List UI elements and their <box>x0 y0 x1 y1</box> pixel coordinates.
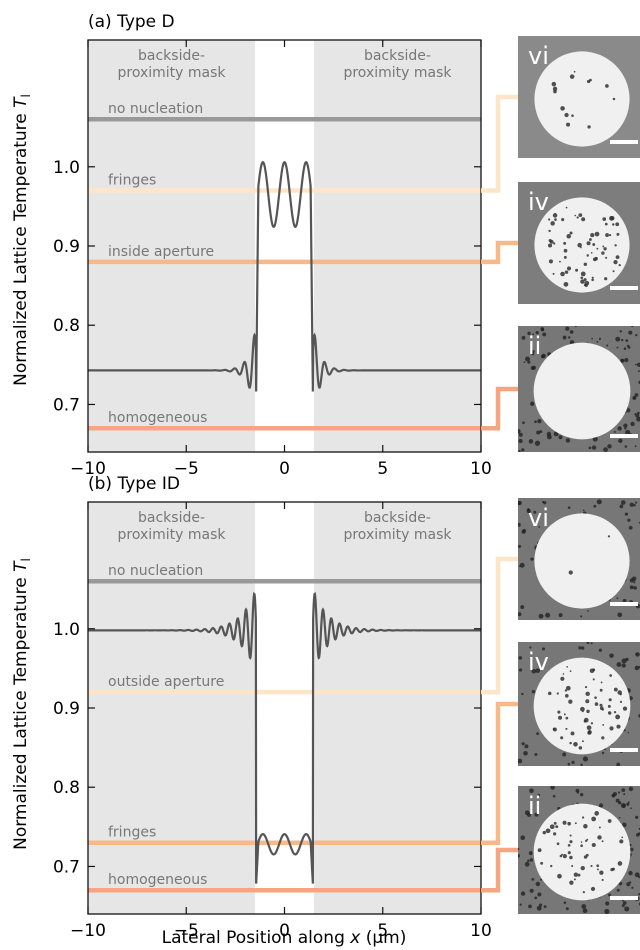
micrograph-label: iv <box>528 648 549 676</box>
mask-label: backside- <box>138 510 205 526</box>
micrograph <box>518 182 640 304</box>
y-tick-label: 0.8 <box>53 316 80 336</box>
connector-line <box>481 847 518 893</box>
mask-label: proximity mask <box>118 527 227 543</box>
micrograph <box>518 36 640 158</box>
micrograph <box>518 642 640 766</box>
x-tick-label: −5 <box>174 459 199 479</box>
x-tick-label: −5 <box>174 921 199 941</box>
mask-label: backside- <box>138 48 205 64</box>
panel-a: (a) Type D backside-proximity maskbacksi… <box>53 12 492 479</box>
x-axis-label: Lateral Position along x (µm) <box>162 928 407 948</box>
connector-line <box>481 386 518 431</box>
x-tick-label: 0 <box>279 459 290 479</box>
y-axis-label-subscript: l <box>19 94 33 97</box>
y-tick-label: 0.8 <box>53 778 80 798</box>
y-tick-label: 0.9 <box>53 237 80 257</box>
temperature-profile <box>88 591 481 884</box>
connector-line <box>481 701 518 845</box>
y-axis-label-subscript: l <box>19 558 33 561</box>
micrograph-label: iv <box>528 188 549 216</box>
threshold-label: outside aperture <box>108 674 224 690</box>
mask-label: backside- <box>364 510 431 526</box>
micrograph <box>518 786 640 914</box>
x-axis-label-var: x <box>349 928 361 948</box>
mask-region <box>313 502 481 914</box>
x-tick-label: 0 <box>279 921 290 941</box>
mask-region <box>88 502 256 914</box>
y-axis-label-text: Normalized Lattice Temperature <box>11 113 31 386</box>
threshold-label: inside aperture <box>108 244 214 260</box>
y-tick-label: 1.0 <box>53 158 80 178</box>
scale-bar <box>610 896 638 900</box>
y-axis-label-symbol: T <box>11 96 31 108</box>
scale-bar <box>610 602 638 606</box>
mask-region <box>88 40 256 452</box>
micrograph <box>518 498 640 620</box>
mask-label: proximity mask <box>343 527 452 543</box>
mask-label: backside- <box>364 48 431 64</box>
mask-region <box>313 40 481 452</box>
temperature-profile <box>88 160 481 392</box>
x-axis-label-prefix: Lateral Position along <box>162 928 351 948</box>
connector-line <box>481 556 518 695</box>
plot-frame <box>87 39 482 453</box>
x-tick-label: 10 <box>470 921 492 941</box>
threshold-label: no nucleation <box>108 101 203 117</box>
micrograph-label: vi <box>528 42 549 70</box>
threshold-label: fringes <box>108 173 156 189</box>
threshold-label: fringes <box>108 825 156 841</box>
y-tick-label: 0.7 <box>53 857 80 877</box>
x-axis-label-suffix: (µm) <box>360 928 406 948</box>
scale-bar <box>610 434 638 438</box>
mask-label: proximity mask <box>118 65 227 81</box>
connectors <box>481 94 518 893</box>
panel-title: (b) Type ID <box>88 474 180 494</box>
mask-label: proximity mask <box>343 65 452 81</box>
micrograph-label: ii <box>528 792 541 820</box>
y-axis-label-text: Normalized Lattice Temperature <box>11 577 31 850</box>
y-tick-label: 1.0 <box>53 620 80 640</box>
threshold-label: homogeneous <box>108 872 207 888</box>
connector-line <box>481 94 518 193</box>
threshold-label: no nucleation <box>108 563 203 579</box>
panel-title: (a) Type D <box>88 12 175 32</box>
scale-bar <box>610 286 638 290</box>
threshold-label: homogeneous <box>108 410 207 426</box>
x-tick-label: 5 <box>377 921 388 941</box>
y-tick-label: 0.9 <box>53 699 80 719</box>
scale-bar <box>610 140 638 144</box>
x-tick-label: 10 <box>470 459 492 479</box>
micrograph <box>518 326 640 452</box>
panel-b: (b) Type ID backside-proximity maskbacks… <box>53 474 492 941</box>
scale-bar <box>610 748 638 752</box>
y-axis-label: Normalized Lattice Temperature Tl <box>11 558 33 850</box>
y-axis-label-symbol: T <box>11 560 31 572</box>
y-axis-label: Normalized Lattice Temperature Tl <box>11 94 33 386</box>
micrograph-label: ii <box>528 332 541 360</box>
x-tick-label: −10 <box>70 459 106 479</box>
x-tick-label: −10 <box>70 921 106 941</box>
micrographs: vi iv ii vi iv ii <box>518 36 640 914</box>
connector-line <box>481 240 518 265</box>
plot-frame <box>87 501 482 915</box>
y-tick-label: 0.7 <box>53 395 80 415</box>
x-tick-label: 5 <box>377 459 388 479</box>
micrograph-label: vi <box>528 504 549 532</box>
